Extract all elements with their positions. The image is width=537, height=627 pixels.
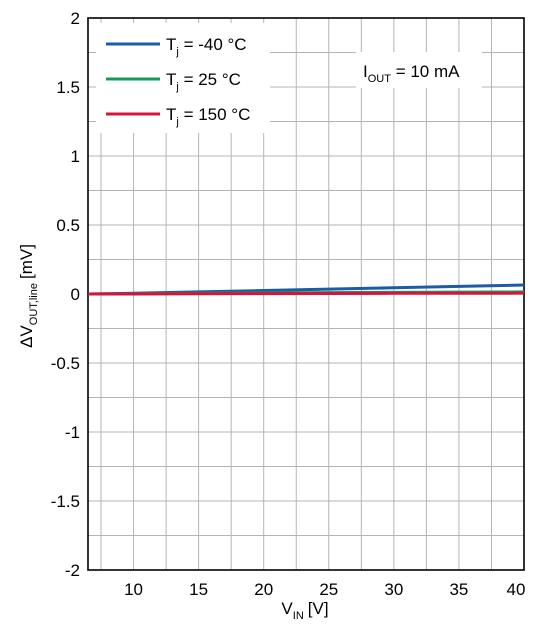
annotation: IOUT = 10 mA bbox=[356, 52, 482, 88]
y-tick-label: -1.5 bbox=[51, 492, 80, 511]
x-tick-label: 10 bbox=[124, 580, 143, 599]
x-tick-label: 15 bbox=[189, 580, 208, 599]
x-tick-label: 35 bbox=[449, 580, 468, 599]
y-tick-label: 2 bbox=[71, 9, 80, 28]
x-tick-label: 30 bbox=[384, 580, 403, 599]
legend: Tj = -40 °CTj = 25 °CTj = 150 °C bbox=[96, 23, 270, 133]
y-tick-label: 0.5 bbox=[56, 216, 80, 235]
y-tick-label: -2 bbox=[65, 561, 80, 580]
y-tick-label: 0 bbox=[71, 285, 80, 304]
y-tick-label: -0.5 bbox=[51, 354, 80, 373]
y-tick-label: 1 bbox=[71, 147, 80, 166]
x-tick-label: 25 bbox=[319, 580, 338, 599]
series-line bbox=[88, 293, 524, 294]
y-tick-label: -1 bbox=[65, 423, 80, 442]
x-tick-label: 20 bbox=[254, 580, 273, 599]
y-tick-label: 1.5 bbox=[56, 78, 80, 97]
x-tick-label: 40 bbox=[507, 580, 526, 599]
